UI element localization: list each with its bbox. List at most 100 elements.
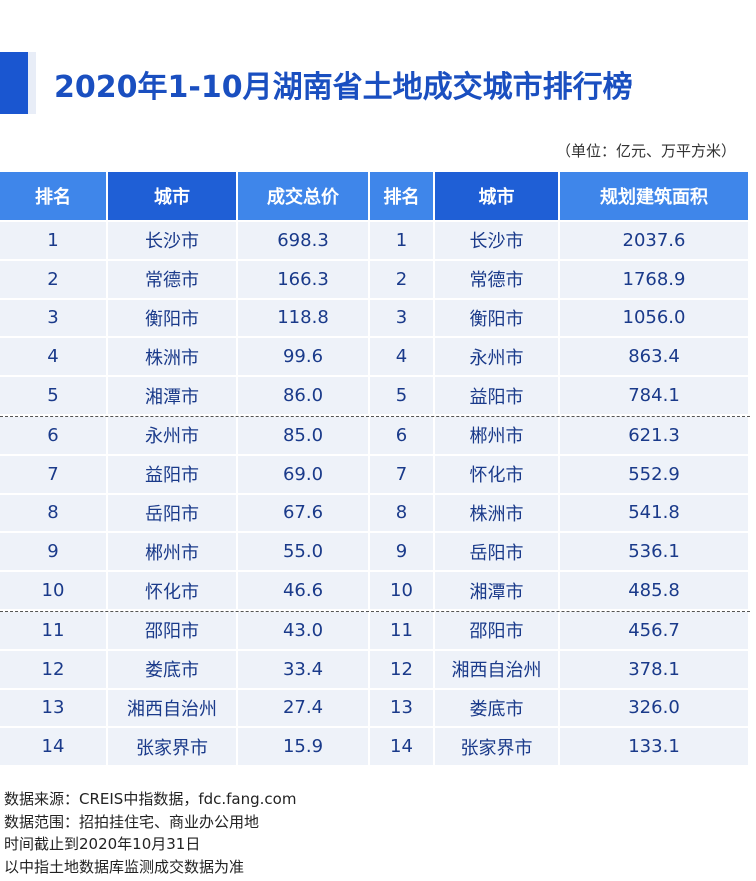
table-cell: 326.0	[560, 689, 750, 729]
table-cell: 10	[0, 572, 108, 611]
table-cell: 永州市	[108, 416, 238, 456]
table-cell: 常德市	[435, 260, 560, 300]
table-cell: 85.0	[238, 416, 370, 456]
table-cell: 621.3	[560, 416, 750, 456]
table-cell: 娄底市	[108, 650, 238, 690]
table-cell: 2037.6	[560, 222, 750, 261]
table-cell: 5	[0, 377, 108, 416]
table-cell: 9	[0, 533, 108, 573]
unit: （单位：亿元、万平方米）	[555, 142, 736, 160]
title-bar-accent	[28, 52, 36, 114]
table-cell: 1	[0, 222, 108, 261]
table-row: 4 株洲市 99.6 4 永州市 863.4	[0, 338, 750, 378]
table-row: 11 邵阳市 43.0 11 邵阳市 456.7	[0, 611, 750, 651]
title: 2020年1-10月湖南省土地成交城市排行榜	[54, 70, 633, 105]
table-cell: 邵阳市	[435, 611, 560, 651]
table-cell: 43.0	[238, 611, 370, 651]
table-cell: 1056.0	[560, 299, 750, 339]
note-line: 数据范围：招拍挂住宅、商业办公用地	[4, 812, 260, 831]
table-cell: 娄底市	[435, 689, 560, 729]
table-cell: 7	[370, 455, 435, 495]
table-cell: 536.1	[560, 533, 750, 573]
table-row: 14 张家界市 15.9 14 张家界市 133.1	[0, 728, 750, 768]
table-cell: 1768.9	[560, 260, 750, 300]
table-cell: 6	[370, 416, 435, 456]
table-cell: 12	[370, 650, 435, 690]
table-cell: 株洲市	[108, 338, 238, 378]
table-cell: 14	[0, 728, 108, 768]
table-cell: 46.6	[238, 572, 370, 611]
table-cell: 长沙市	[108, 222, 238, 261]
table-row: 1 长沙市 698.3 1 长沙市 2037.6	[0, 222, 750, 261]
table-row: 5 湘潭市 86.0 5 益阳市 784.1	[0, 377, 750, 417]
table-cell: 13	[0, 689, 108, 729]
title-bar	[0, 52, 28, 114]
table-row: 3 衡阳市 118.8 3 衡阳市 1056.0	[0, 299, 750, 339]
table-cell: 784.1	[560, 377, 750, 416]
header-cell: 城市	[108, 172, 238, 222]
table-cell: 8	[0, 494, 108, 534]
table-cell: 86.0	[238, 377, 370, 416]
header-cell: 城市	[435, 172, 560, 222]
table-cell: 湘潭市	[108, 377, 238, 416]
table-cell: 133.1	[560, 728, 750, 768]
table-row: 7 益阳市 69.0 7 怀化市 552.9	[0, 455, 750, 495]
header-row: 排名 城市 成交总价 排名 城市 规划建筑面积	[0, 172, 750, 222]
table-cell: 张家界市	[435, 728, 560, 768]
table-cell: 怀化市	[435, 455, 560, 495]
table-cell: 456.7	[560, 611, 750, 651]
note-line: 时间截止到2020年10月31日	[4, 835, 201, 853]
table-cell: 485.8	[560, 572, 750, 611]
table-cell: 衡阳市	[108, 299, 238, 339]
table-cell: 541.8	[560, 494, 750, 534]
table-cell: 15.9	[238, 728, 370, 768]
table-cell: 552.9	[560, 455, 750, 495]
table-cell: 长沙市	[435, 222, 560, 261]
table-cell: 11	[370, 611, 435, 651]
table-cell: 33.4	[238, 650, 370, 690]
note-line: 数据来源：CREIS中指数据，fdc.fang.com	[4, 790, 297, 808]
header-cell: 成交总价	[238, 172, 370, 222]
table-cell: 378.1	[560, 650, 750, 690]
table-cell: 11	[0, 611, 108, 651]
table-cell: 2	[370, 260, 435, 300]
table-cell: 67.6	[238, 494, 370, 534]
table-row: 2 常德市 166.3 2 常德市 1768.9	[0, 260, 750, 300]
table-cell: 9	[370, 533, 435, 573]
table-cell: 99.6	[238, 338, 370, 378]
table-cell: 张家界市	[108, 728, 238, 768]
table-cell: 衡阳市	[435, 299, 560, 339]
table-cell: 55.0	[238, 533, 370, 573]
table-row: 8 岳阳市 67.6 8 株洲市 541.8	[0, 494, 750, 534]
table-cell: 118.8	[238, 299, 370, 339]
table-cell: 岳阳市	[108, 494, 238, 534]
table-cell: 7	[0, 455, 108, 495]
table-cell: 13	[370, 689, 435, 729]
table-row: 13 湘西自治州 27.4 13 娄底市 326.0	[0, 689, 750, 729]
table-row: 12 娄底市 33.4 12 湘西自治州 378.1	[0, 650, 750, 690]
table-cell: 10	[370, 572, 435, 611]
table-cell: 2	[0, 260, 108, 300]
table-cell: 3	[0, 299, 108, 339]
table-cell: 14	[370, 728, 435, 768]
table-cell: 株洲市	[435, 494, 560, 534]
table-cell: 湘潭市	[435, 572, 560, 611]
table-cell: 1	[370, 222, 435, 261]
table-cell: 6	[0, 416, 108, 456]
table-cell: 益阳市	[108, 455, 238, 495]
table-row: 6 永州市 85.0 6 郴州市 621.3	[0, 416, 750, 456]
table-cell: 永州市	[435, 338, 560, 378]
header-cell: 排名	[370, 172, 435, 222]
table-cell: 益阳市	[435, 377, 560, 416]
notes: 数据来源：CREIS中指数据，fdc.fang.com 数据范围：招拍挂住宅、商业…	[4, 788, 296, 878]
ranking-table: 排名 城市 成交总价 排名 城市 规划建筑面积 1 长沙市 698.3 1 长沙市 2037.6 2 常德…	[0, 172, 750, 768]
table-cell: 怀化市	[108, 572, 238, 611]
table-cell: 4	[370, 338, 435, 378]
note-line: 以中指土地数据库监测成交数据为准	[4, 857, 245, 876]
table-cell: 27.4	[238, 689, 370, 729]
table-cell: 5	[370, 377, 435, 416]
table-cell: 郴州市	[435, 416, 560, 456]
table-cell: 166.3	[238, 260, 370, 300]
table-cell: 4	[0, 338, 108, 378]
